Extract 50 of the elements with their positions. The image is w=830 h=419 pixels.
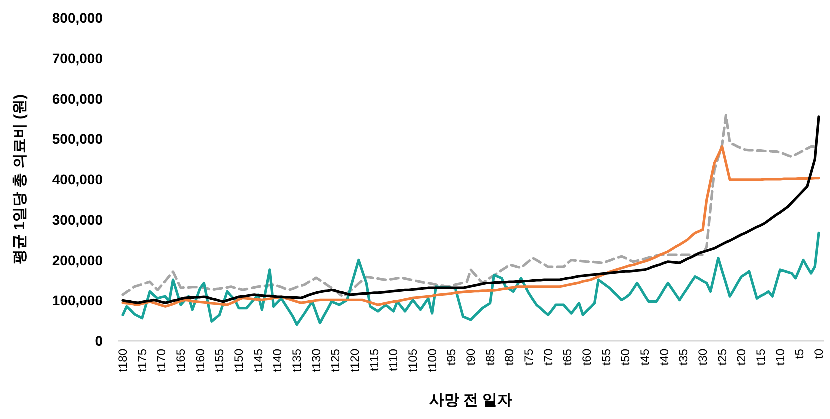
- line-series: [122, 232, 820, 326]
- x-tick-label: t70: [541, 348, 556, 366]
- y-axis-title: 평균 1일당 총 의료비 (원): [12, 94, 28, 265]
- x-tick-label: t155: [212, 348, 227, 372]
- x-tick-label: t130: [309, 348, 324, 372]
- x-tick-label: t25: [715, 348, 730, 366]
- y-tick-label: 800,000: [52, 10, 104, 26]
- y-tick-label: 0: [95, 333, 104, 349]
- x-tick-label: t180: [116, 348, 130, 372]
- x-axis-title: 사망 전 일자: [429, 392, 513, 409]
- x-tick-label: t65: [560, 348, 575, 366]
- y-tick-label: 300,000: [52, 212, 104, 228]
- x-tick-label: t140: [270, 348, 285, 372]
- y-tick-label: 700,000: [52, 50, 104, 66]
- x-tick-label: t120: [348, 348, 362, 372]
- x-tick-label: t80: [502, 348, 517, 366]
- x-tick-label: t125: [328, 348, 343, 372]
- x-tick-label: t150: [232, 348, 246, 372]
- x-tick-label: t5: [792, 348, 807, 360]
- x-tick-label: t100: [425, 348, 440, 372]
- line-series: [122, 146, 820, 308]
- x-tick-label: t40: [657, 348, 672, 366]
- y-tick-label: 400,000: [52, 172, 104, 188]
- x-tick-label: t165: [174, 348, 188, 372]
- x-tick-label: t75: [522, 348, 536, 366]
- x-tick-label: t170: [154, 348, 169, 372]
- x-tick-label: t90: [464, 348, 478, 366]
- x-tick-label: t145: [251, 348, 266, 372]
- x-tick-label: t50: [618, 348, 633, 366]
- x-tick-label: t45: [638, 348, 652, 366]
- x-tick-label: t15: [754, 348, 768, 366]
- x-tick-label: t160: [193, 348, 208, 372]
- y-tick-label: 600,000: [52, 90, 104, 107]
- x-tick-label: t10: [773, 348, 788, 366]
- x-tick-label: t105: [406, 348, 420, 372]
- y-tick-label: 200,000: [52, 252, 104, 268]
- x-tick-label: t135: [290, 348, 304, 372]
- x-tick-label: t20: [734, 348, 749, 366]
- x-tick-label: t95: [444, 348, 459, 366]
- x-tick-label: t30: [696, 348, 710, 366]
- x-tick-label: t115: [367, 348, 382, 372]
- x-tick-label: t110: [386, 348, 401, 372]
- y-tick-label: 100,000: [52, 292, 104, 309]
- x-tick-label: t85: [483, 348, 498, 366]
- x-tick-label: t35: [676, 348, 691, 366]
- x-tick-label: t0: [812, 348, 826, 360]
- x-tick-label: t175: [135, 348, 150, 372]
- x-tick-label: t55: [599, 348, 614, 366]
- y-tick-label: 500,000: [52, 131, 104, 148]
- x-tick-label: t60: [580, 348, 594, 366]
